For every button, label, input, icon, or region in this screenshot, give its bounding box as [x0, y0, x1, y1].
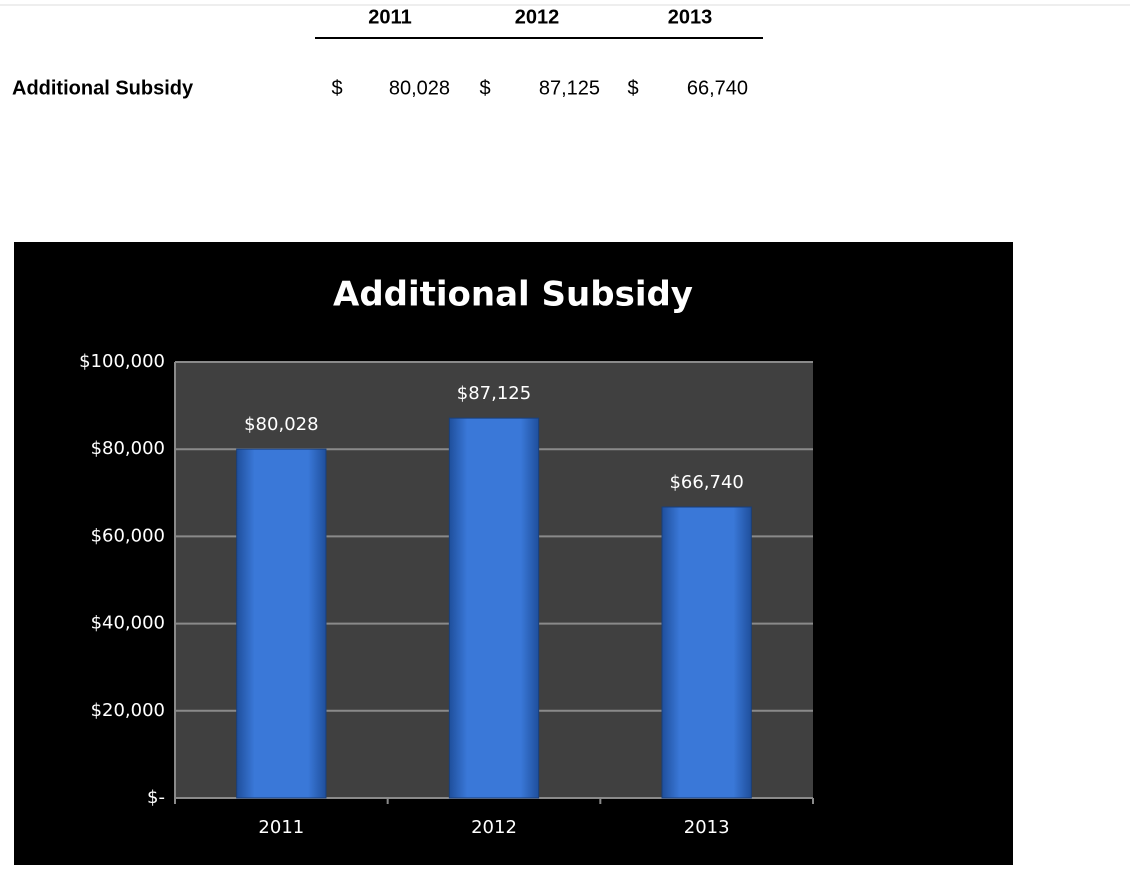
amount: 80,028	[389, 77, 450, 99]
y-tick-label: $80,000	[91, 438, 165, 459]
bar	[448, 417, 540, 799]
data-label: $80,028	[244, 414, 318, 435]
currency: $	[479, 77, 490, 99]
row-label: Additional Subsidy	[12, 77, 194, 99]
y-tick-label: $100,000	[79, 351, 165, 372]
column-header: 2013	[668, 6, 713, 28]
x-tick-label: 2011	[258, 817, 304, 838]
x-tick-label: 2013	[684, 817, 730, 838]
bar	[236, 448, 327, 799]
x-tick-label: 2012	[471, 817, 517, 838]
column-header: 2012	[515, 6, 560, 28]
data-label: $87,125	[457, 383, 531, 404]
y-tick-label: $40,000	[91, 613, 165, 634]
chart-title: Additional Subsidy	[333, 275, 693, 315]
currency: $	[627, 77, 638, 99]
y-tick-label: $-	[147, 787, 165, 808]
currency: $	[331, 77, 342, 99]
y-tick-label: $60,000	[91, 525, 165, 546]
data-label: $66,740	[669, 472, 743, 493]
y-tick-label: $20,000	[91, 700, 165, 721]
column-header: 2011	[368, 6, 411, 28]
amount: 87,125	[539, 77, 600, 99]
bar	[661, 506, 752, 799]
amount: 66,740	[687, 77, 748, 99]
